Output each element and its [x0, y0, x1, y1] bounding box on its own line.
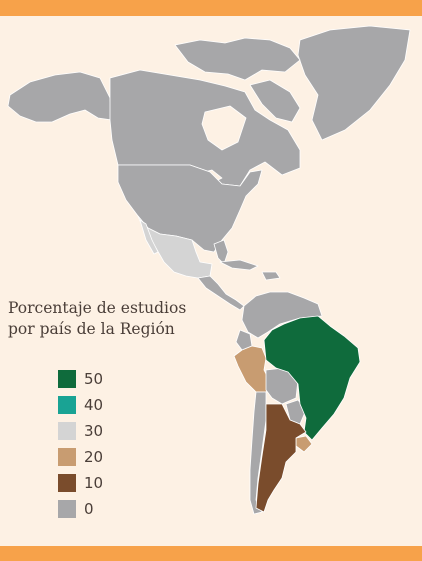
bottom-border-bar [0, 546, 422, 561]
legend-swatch [58, 370, 76, 388]
legend-swatch [58, 474, 76, 492]
florida [213, 239, 229, 265]
greenland [297, 25, 411, 141]
legend-title-line1: Porcentaje de estudios [8, 299, 187, 317]
cuba [219, 259, 259, 271]
baffin-island [249, 79, 301, 123]
top-border-bar [0, 0, 422, 16]
legend-swatch [58, 500, 76, 518]
legend-label: 30 [84, 422, 104, 440]
legend-label: 50 [84, 370, 104, 388]
legend-label: 0 [84, 500, 94, 518]
legend-label: 40 [84, 396, 104, 414]
legend-label: 20 [84, 448, 104, 466]
brazil [263, 315, 361, 441]
alaska [7, 71, 113, 123]
legend-label: 10 [84, 474, 104, 492]
legend-title-line2: por país de la Región [8, 320, 175, 338]
legend-title: Porcentaje de estudios por país de la Re… [8, 298, 198, 340]
americas-map [7, 25, 411, 515]
hudson-bay [201, 105, 247, 151]
central-america [197, 275, 245, 311]
legend-swatch [58, 448, 76, 466]
legend-swatch [58, 396, 76, 414]
peru [233, 345, 271, 393]
argentina [255, 403, 307, 513]
baja-california [139, 219, 159, 255]
arctic-islands [174, 37, 301, 81]
legend-swatch [58, 422, 76, 440]
hispaniola [261, 271, 281, 281]
uruguay [295, 435, 313, 453]
